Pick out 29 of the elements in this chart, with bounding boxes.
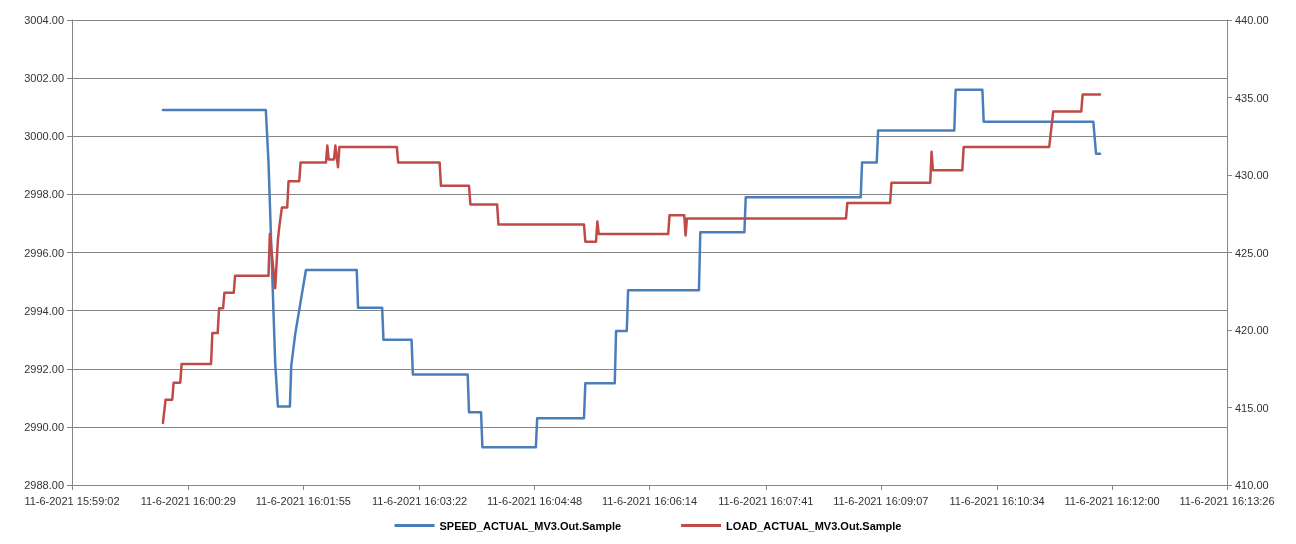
x-tick-label: 11-6-2021 16:13:26 xyxy=(1179,494,1275,507)
y2-tick-label: 410.00 xyxy=(1235,479,1269,491)
x-tick-label: 11-6-2021 16:04:48 xyxy=(486,494,583,507)
y-tick-label: 2990.00 xyxy=(24,420,64,433)
y-tick-label: 2992.00 xyxy=(24,362,64,375)
legend-label: LOAD_ACTUAL_MV3.Out.Sample xyxy=(726,519,902,532)
y-tick-label: 3004.00 xyxy=(24,14,64,26)
x-tick-label: 11-6-2021 16:00:29 xyxy=(140,494,236,507)
y2-tick-label: 415.00 xyxy=(1235,401,1269,414)
x-tick-label: 11-6-2021 15:59:02 xyxy=(24,494,120,507)
y-tick-label: 2994.00 xyxy=(24,304,64,317)
x-tick-label: 11-6-2021 16:03:22 xyxy=(371,494,468,507)
y-tick-label: 2998.00 xyxy=(24,188,64,201)
x-tick-label: 11-6-2021 16:12:00 xyxy=(1064,494,1160,507)
legend-label: SPEED_ACTUAL_MV3.Out.Sample xyxy=(439,519,622,532)
y2-tick-label: 420.00 xyxy=(1235,324,1269,336)
y2-tick-label: 435.00 xyxy=(1235,91,1269,104)
y-tick-label: 3000.00 xyxy=(24,130,64,143)
y2-tick-label: 440.00 xyxy=(1235,14,1269,26)
y2-tick-label: 430.00 xyxy=(1235,169,1269,181)
y2-tick-label: 425.00 xyxy=(1235,246,1269,259)
x-tick-label: 11-6-2021 16:06:14 xyxy=(601,494,698,507)
x-tick-label: 11-6-2021 16:10:34 xyxy=(949,494,1045,507)
x-tick-label: 11-6-2021 16:01:55 xyxy=(255,494,351,507)
x-tick-label: 11-6-2021 16:09:07 xyxy=(833,494,929,507)
y-tick-label: 2988.00 xyxy=(24,479,64,491)
x-tick-label: 11-6-2021 16:07:41 xyxy=(718,494,814,507)
y-tick-label: 3002.00 xyxy=(24,72,64,85)
y-tick-label: 2996.00 xyxy=(24,246,64,259)
